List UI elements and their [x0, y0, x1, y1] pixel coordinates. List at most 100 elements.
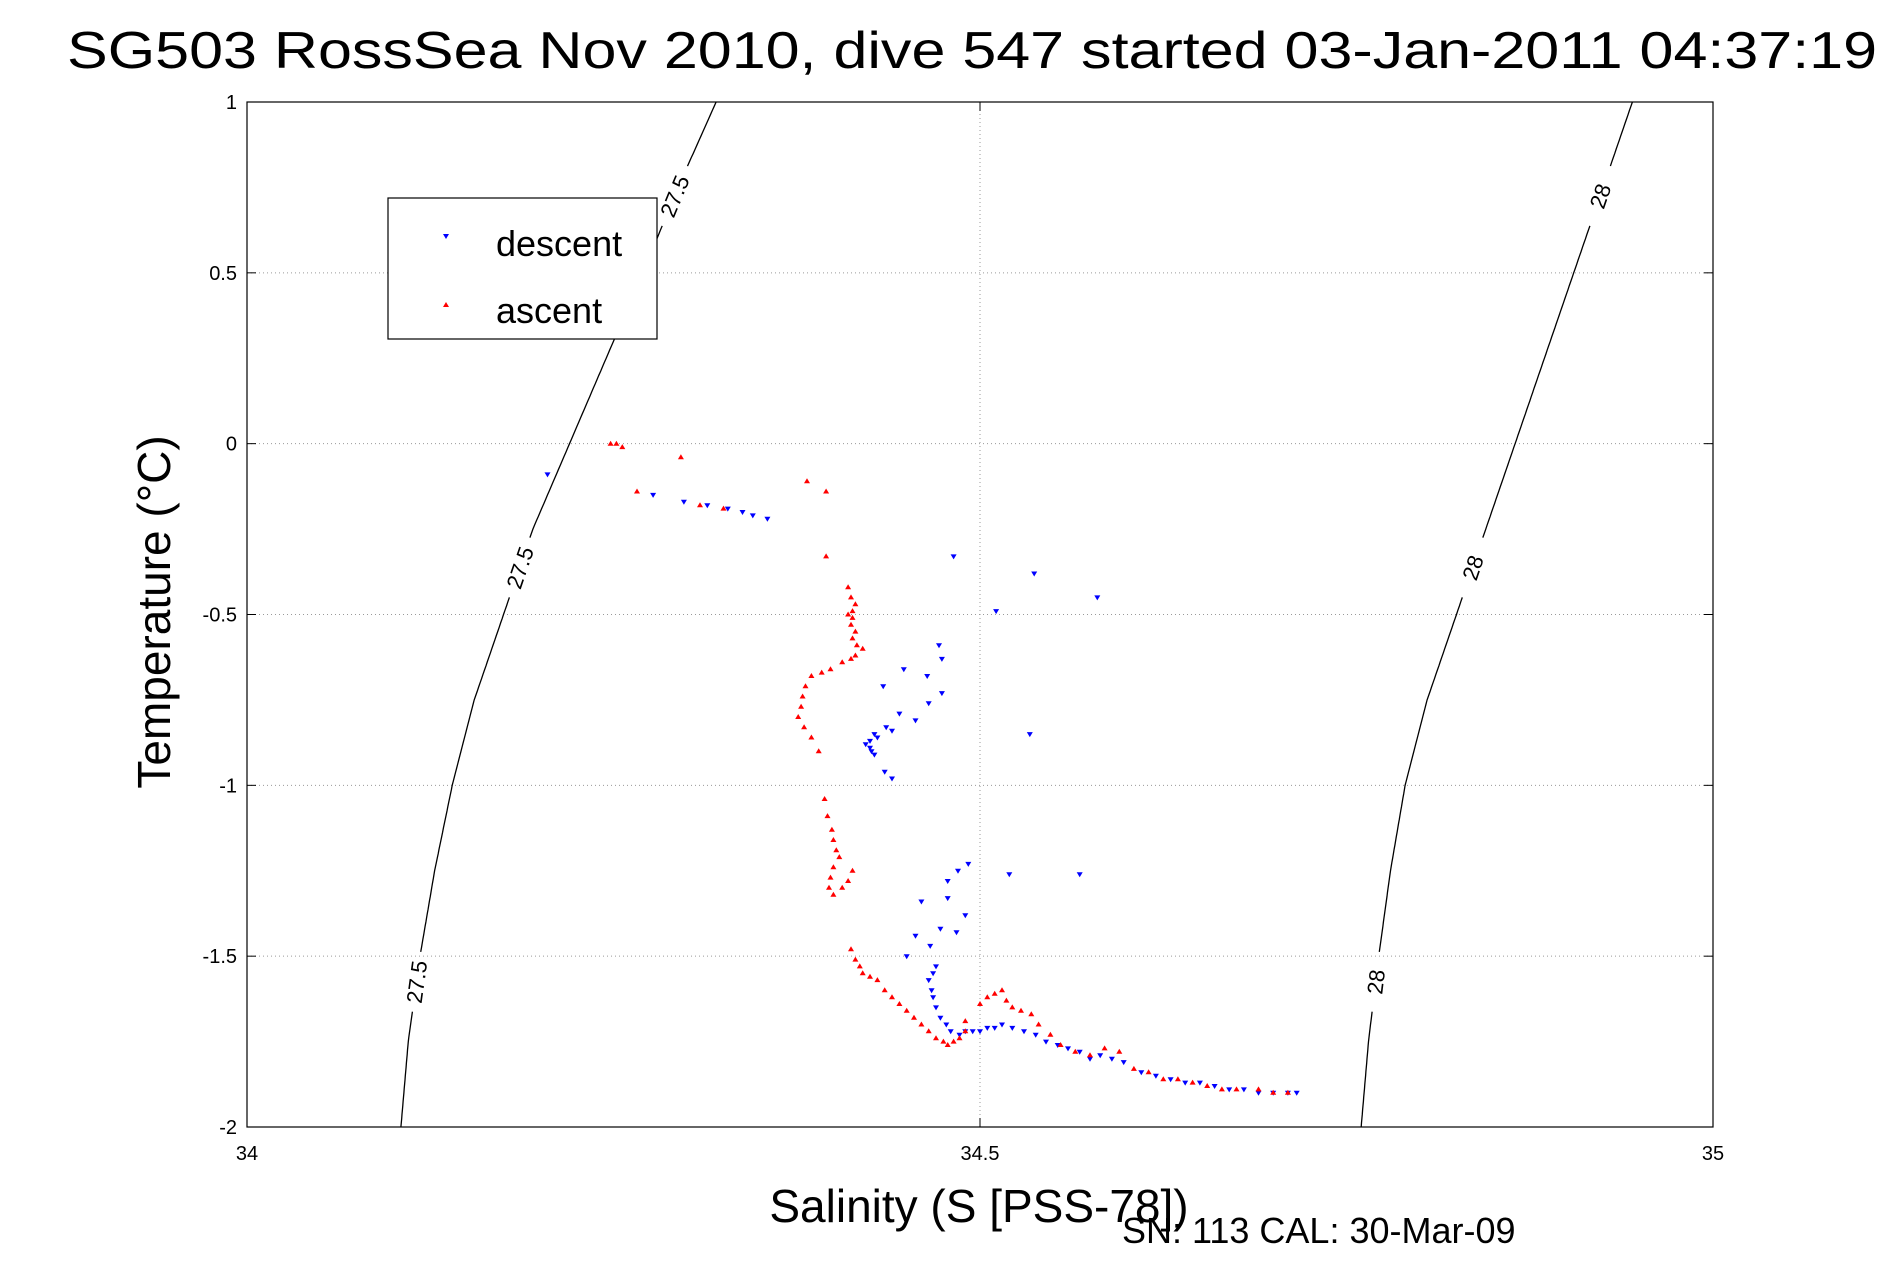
descent-point	[1097, 1053, 1104, 1059]
isopycnal-label: 28	[1362, 968, 1390, 995]
descent-point	[544, 472, 551, 478]
isopycnal-28	[1360, 101, 1634, 1128]
ascent-point	[830, 891, 837, 897]
y-tick-label: 1	[226, 92, 237, 114]
ascent-point	[697, 502, 703, 508]
legend-item-ascent: ascent	[443, 290, 602, 331]
ascent-point	[1255, 1086, 1262, 1092]
ascent-point	[991, 990, 998, 996]
descent-point	[862, 742, 869, 748]
descent-point	[1152, 1073, 1159, 1079]
descent-point	[889, 776, 895, 782]
descent-point	[903, 954, 910, 960]
descent-point	[1031, 571, 1038, 577]
ascent-point	[962, 1028, 969, 1034]
descent-point	[1021, 1029, 1027, 1035]
ascent-point	[962, 1018, 969, 1024]
ascent-point	[852, 601, 859, 607]
x-tick-label: 35	[1702, 1143, 1724, 1165]
descent-point	[881, 769, 888, 775]
descent-point	[933, 964, 939, 970]
ascent-point	[795, 714, 802, 719]
descent-point	[1043, 1039, 1049, 1045]
ascent-point	[896, 1001, 903, 1006]
descent-point	[944, 896, 951, 902]
descent-point	[947, 1029, 954, 1035]
descent-point	[969, 1029, 976, 1035]
ascent-point	[1003, 997, 1010, 1003]
ascent-point	[1174, 1076, 1181, 1082]
ascent-point	[839, 884, 846, 890]
descent-point	[1032, 1032, 1039, 1038]
descent-point	[999, 1022, 1005, 1028]
ascent-point	[1160, 1076, 1167, 1082]
y-tick-label: 0	[226, 434, 237, 456]
ascent-point	[849, 867, 856, 873]
descent-point	[1076, 872, 1083, 878]
legend-item-descent: descent	[443, 223, 622, 264]
descent-point	[950, 554, 957, 560]
isopycnal-27-5	[400, 101, 717, 1128]
series-descent	[544, 472, 1300, 1096]
ascent-point	[720, 505, 727, 511]
descent-point	[1240, 1087, 1247, 1093]
ascent-point	[903, 1007, 910, 1013]
ascent-point	[1130, 1065, 1137, 1071]
ascent-point	[823, 488, 830, 494]
ascent-point	[836, 854, 843, 860]
ascent-point	[933, 1035, 939, 1041]
ascent-point	[830, 837, 837, 842]
descent-point	[938, 656, 945, 662]
ascent-point	[808, 673, 815, 678]
ascent-point	[1018, 1007, 1024, 1013]
ascent-point	[801, 724, 808, 730]
descent-point	[930, 971, 937, 977]
ascent-point	[849, 635, 856, 641]
ascent-point	[849, 608, 856, 614]
descent-point	[943, 1022, 950, 1028]
legend-label-ascent: ascent	[496, 290, 602, 331]
ascent-point	[956, 1035, 963, 1041]
data-series	[544, 440, 1300, 1096]
legend-marker-ascent	[443, 302, 449, 307]
ascent-point	[619, 444, 626, 450]
x-tick-label: 34	[236, 1143, 258, 1165]
ascent-point	[856, 963, 863, 969]
ascent-point	[1116, 1048, 1123, 1054]
ascent-point	[977, 1001, 983, 1006]
ascent-point	[874, 977, 881, 983]
descent-point	[724, 506, 731, 512]
y-tick-label: -1.5	[203, 946, 237, 968]
ascent-point	[826, 884, 832, 890]
ascent-point	[1057, 1042, 1064, 1047]
descent-point	[962, 913, 969, 919]
descent-point	[918, 899, 925, 905]
ascent-point	[613, 440, 620, 446]
ascent-point	[918, 1021, 925, 1027]
descent-point	[680, 499, 687, 505]
descent-point	[1054, 1043, 1061, 1048]
ascent-point	[845, 611, 852, 617]
descent-point	[924, 674, 931, 679]
ascent-point	[802, 683, 809, 689]
descent-point	[925, 978, 932, 984]
descent-point	[868, 749, 875, 755]
ascent-point	[845, 878, 852, 883]
chart-title: SG503 RossSea Nov 2010, dive 547 started…	[67, 22, 1877, 80]
descent-point	[1120, 1060, 1127, 1066]
descent-point	[955, 868, 961, 874]
descent-point	[896, 711, 903, 717]
descent-point	[937, 926, 944, 932]
ascent-point	[1101, 1045, 1108, 1051]
descent-point	[991, 1025, 998, 1031]
ascent-point	[827, 874, 834, 880]
descent-point	[1006, 872, 1013, 878]
descent-point	[1065, 1046, 1071, 1052]
ascent-point	[911, 1014, 917, 1020]
ascent-point	[859, 645, 866, 651]
ascent-point	[849, 614, 856, 620]
ascent-point	[818, 669, 825, 675]
descent-point	[867, 745, 873, 751]
descent-point	[739, 510, 746, 515]
